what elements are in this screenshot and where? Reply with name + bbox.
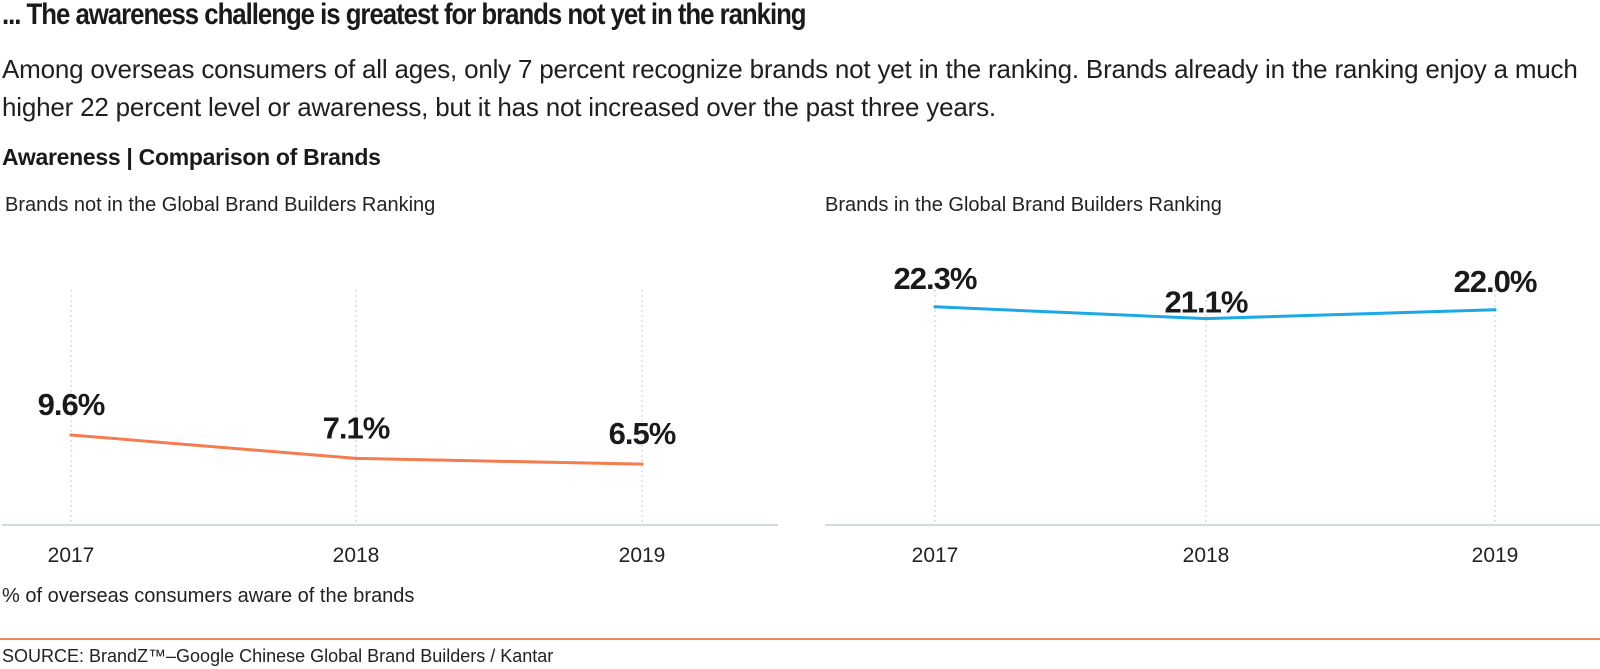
x-tick-label: 2018: [1183, 544, 1230, 567]
divider: [0, 638, 1600, 640]
data-point: [640, 462, 644, 466]
x-tick-label: 2017: [912, 544, 959, 567]
data-label: 7.1%: [323, 410, 390, 445]
data-point: [354, 456, 358, 460]
source-note: SOURCE: BrandZ™–Google Chinese Global Br…: [2, 646, 554, 666]
lead-paragraph: Among overseas consumers of all ages, on…: [2, 54, 1578, 122]
footnote: % of overseas consumers aware of the bra…: [2, 585, 415, 607]
data-label: 22.0%: [1454, 264, 1537, 299]
data-point: [933, 305, 937, 309]
data-point: [1204, 317, 1208, 321]
data-point: [69, 433, 73, 437]
chart-not-in-ranking: 9.6% 7.1% 6.5% 2017 2018 2019: [2, 290, 778, 567]
x-tick-label: 2019: [1472, 544, 1519, 567]
x-tick-label: 2018: [333, 544, 380, 567]
data-label: 22.3%: [894, 261, 977, 296]
chart-title-not-in-ranking: Brands not in the Global Brand Builders …: [5, 194, 436, 216]
data-label: 21.1%: [1165, 285, 1248, 320]
data-label: 9.6%: [38, 387, 105, 422]
x-tick-label: 2019: [619, 544, 666, 567]
data-point: [1493, 308, 1497, 312]
data-label: 6.5%: [609, 416, 676, 451]
chart-title-in-ranking: Brands in the Global Brand Builders Rank…: [825, 194, 1222, 216]
chart-in-ranking: 22.3% 21.1% 22.0% 2017 2018 2019: [825, 261, 1600, 567]
headline: ... The awareness challenge is greatest …: [2, 0, 807, 31]
x-tick-label: 2017: [48, 544, 95, 567]
section-title: Awareness | Comparison of Brands: [2, 144, 381, 170]
